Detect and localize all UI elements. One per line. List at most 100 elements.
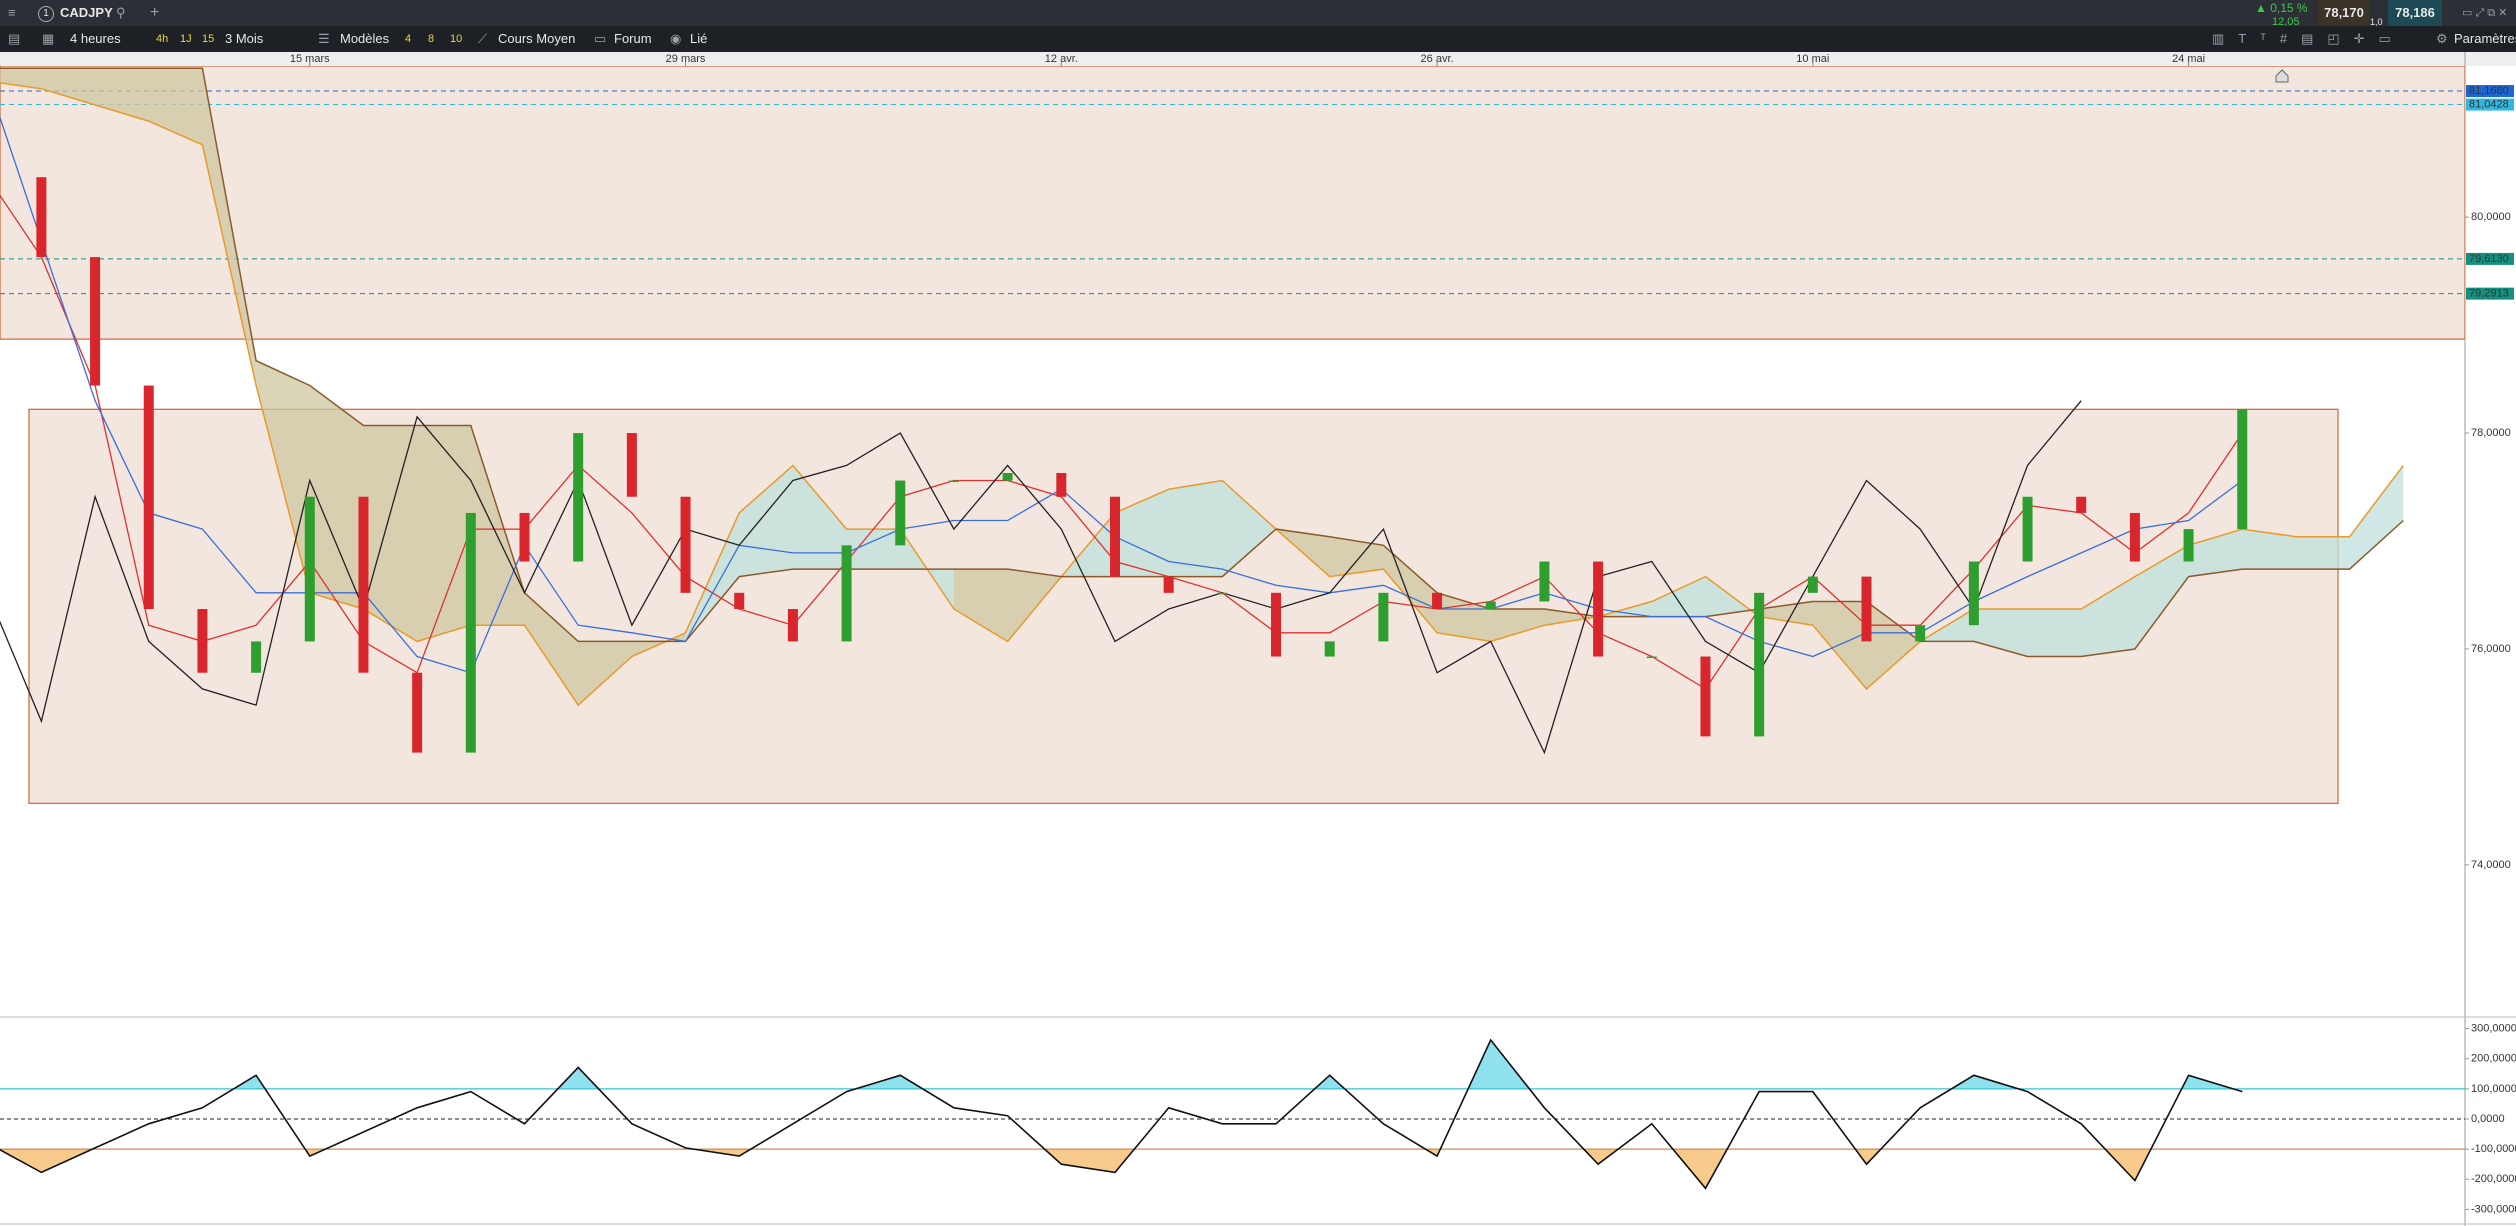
cloud-fill: [524, 592, 579, 706]
layout-icon[interactable]: ▦: [42, 31, 55, 46]
sheet-icon[interactable]: ▤: [8, 31, 21, 46]
cloud-fill: [417, 425, 471, 642]
templates[interactable]: Modèles: [340, 31, 390, 46]
cloud-fill: [2295, 536, 2350, 570]
tab-number[interactable]: 1: [38, 6, 54, 22]
cloud-fill: [953, 569, 1008, 642]
ask-price[interactable]: 78,186: [2388, 0, 2442, 26]
candle: [2129, 512, 2140, 562]
template-slot[interactable]: 4: [405, 33, 412, 45]
menu-icon[interactable]: ≡: [8, 5, 16, 20]
price-tag: [2466, 85, 2514, 98]
candle: [1646, 656, 1657, 659]
link-icon[interactable]: ◉: [670, 31, 682, 46]
window-controls[interactable]: ▭ ⤢ ⧉ ✕: [2462, 7, 2508, 19]
template-slot[interactable]: 8: [428, 33, 435, 45]
timeframe[interactable]: 4 heures: [70, 31, 121, 46]
price-tag-label: 79,6130: [2469, 253, 2509, 265]
average-price[interactable]: Cours Moyen: [498, 31, 576, 46]
top-bar: ≡ 1 CADJPY ⚲ + ▲ 0,15 % 12,05 78,170 1,0…: [0, 0, 2516, 28]
settings-icon[interactable]: ⚙: [2436, 31, 2448, 46]
toolbar: ▤ ▦ 4 heures 4h 1J 15 3 Mois ☰ Modèles 4…: [0, 26, 2516, 52]
candle: [36, 177, 47, 258]
cloud-fill: [0, 68, 42, 89]
candle: [734, 592, 745, 610]
settings[interactable]: Paramètres: [2454, 31, 2516, 46]
candle: [1163, 576, 1174, 593]
cloud-fill: [202, 68, 257, 386]
bid-price[interactable]: 78,170: [2318, 0, 2370, 26]
cloud-fill: [792, 465, 847, 570]
candle: [412, 672, 423, 753]
cloud-fill: [1007, 569, 1062, 642]
cloud-fill: [1490, 609, 1545, 642]
templates-icon[interactable]: ☰: [318, 31, 330, 46]
anchor-icon[interactable]: [2275, 69, 2289, 83]
candle: [1807, 576, 1818, 593]
candle: [90, 257, 101, 386]
x-tick-label: 29 mars: [666, 53, 706, 65]
x-tick-label: 12 avr.: [1045, 53, 1078, 65]
y-tick-label: 74,0000: [2471, 859, 2511, 871]
cloud-fill: [1544, 609, 1599, 626]
candle: [143, 385, 154, 610]
forum[interactable]: Forum: [614, 31, 652, 46]
candle: [1002, 472, 1013, 481]
cloud-fill: [309, 385, 364, 610]
link[interactable]: Lié: [690, 31, 708, 46]
candle: [1432, 592, 1443, 610]
candle: [1861, 576, 1872, 642]
price-tag: [2466, 98, 2514, 111]
y-tick-label: 300,0000: [2471, 1022, 2516, 1034]
price-tag: [2466, 252, 2514, 265]
candle: [787, 609, 798, 642]
candle: [1539, 561, 1550, 602]
candle: [573, 433, 584, 562]
cloud-fill: [2081, 576, 2135, 657]
price-tag-label: 81,0428: [2469, 98, 2509, 110]
cloud-fill: [1383, 545, 1438, 633]
candle: [197, 609, 208, 673]
cci-panel: [0, 1038, 2465, 1190]
average-icon[interactable]: ⟋: [478, 31, 488, 46]
tool-icons[interactable]: ▥Tᵀ#▤◰✛▭: [2212, 31, 2405, 46]
cloud-fill: [2188, 529, 2243, 577]
cloud-fill: [1437, 592, 1491, 642]
cloud-fill: [739, 465, 793, 577]
candle: [465, 512, 476, 753]
y-tick-label: 78,0000: [2471, 427, 2511, 439]
cloud-fill: [1222, 480, 1277, 577]
add-tab[interactable]: +: [150, 4, 160, 21]
quick-timeframe[interactable]: 4h: [156, 33, 169, 45]
candle: [1378, 592, 1389, 642]
y-tick-label: 76,0000: [2471, 643, 2511, 655]
cloud-fill: [1329, 536, 1384, 577]
candle: [519, 512, 530, 562]
spread: 1,0: [2370, 17, 2383, 27]
symbol[interactable]: CADJPY: [60, 5, 113, 20]
template-slot[interactable]: 10: [450, 33, 463, 45]
change: ▲ 0,15 %: [2255, 1, 2308, 15]
candle: [1915, 625, 1926, 642]
search-icon[interactable]: ⚲: [116, 5, 126, 20]
forum-icon[interactable]: ▭: [594, 31, 607, 46]
period[interactable]: 3 Mois: [225, 31, 264, 46]
x-tick-label: 24 mai: [2172, 53, 2205, 65]
quick-timeframe[interactable]: 15: [202, 33, 215, 45]
candle: [1754, 592, 1765, 737]
cloud-fill: [363, 425, 418, 642]
candle: [358, 496, 369, 673]
candle: [680, 496, 691, 593]
zone: [0, 66, 2465, 340]
cloud-fill: [2134, 545, 2189, 649]
cloud-fill: [1651, 576, 1706, 617]
quick-timeframe[interactable]: 1J: [180, 33, 192, 45]
candle: [895, 480, 906, 546]
price-tag-label: 81,1680: [2469, 85, 2509, 97]
cloud-fill: [2349, 465, 2404, 570]
candle: [626, 433, 637, 497]
indicator-line: [0, 400, 2082, 755]
